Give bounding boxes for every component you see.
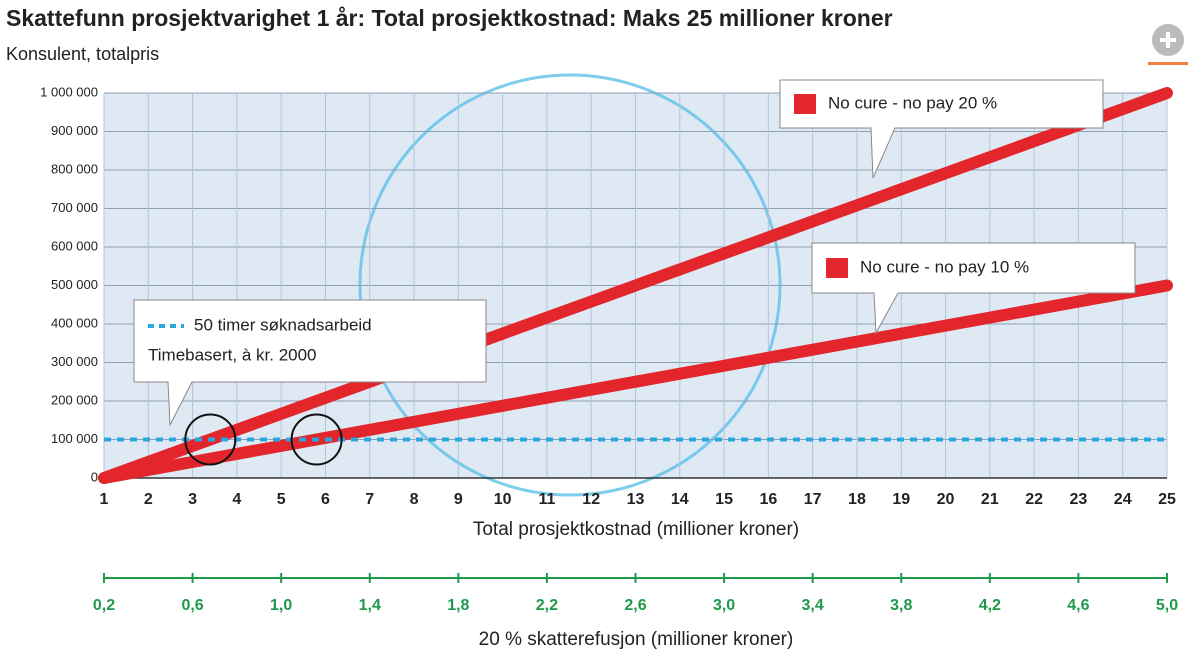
y-tick-label: 100 000 [51,431,98,446]
x2-tick-label: 1,4 [359,597,381,614]
y-tick-label: 700 000 [51,200,98,215]
x2-tick-label: 1,0 [270,597,292,614]
x-tick-label: 10 [494,491,512,508]
x2-axis-label: 20 % skatterefusjon (millioner kroner) [479,629,794,650]
x-tick-label: 13 [627,491,645,508]
y-tick-label: 800 000 [51,161,98,176]
x2-tick-label: 4,2 [979,597,1001,614]
x-tick-label: 11 [538,491,555,508]
x2-tick-label: 3,4 [802,597,824,614]
x2-tick-label: 5,0 [1156,597,1178,614]
x-tick-label: 15 [715,491,733,508]
x-axis-label: Total prosjektkostnad (millioner kroner) [473,519,799,540]
chart-title: Skattefunn prosjektvarighet 1 år: Total … [6,5,893,31]
x-tick-label: 2 [144,491,153,508]
x-tick-label: 16 [759,491,777,508]
x-tick-label: 24 [1114,491,1132,508]
x-tick-label: 8 [410,491,419,508]
x-tick-label: 4 [232,491,241,508]
x2-tick-label: 0,6 [181,597,203,614]
x-tick-label: 18 [848,491,866,508]
y-tick-label: 400 000 [51,315,98,330]
x-tick-label: 3 [188,491,197,508]
y-tick-label: 1 000 000 [40,84,98,99]
legend-label: 50 timer søknadsarbeid [194,315,372,334]
x-tick-label: 1 [100,491,109,508]
x2-tick-label: 4,6 [1067,597,1089,614]
legend-symbol [794,94,816,114]
x-tick-label: 9 [454,491,463,508]
x2-tick-label: 3,0 [713,597,735,614]
y-tick-label: 600 000 [51,238,98,253]
y-tick-label: 900 000 [51,123,98,138]
x-tick-label: 22 [1025,491,1043,508]
x-tick-label: 7 [365,491,374,508]
y-tick-label: 0 [91,469,98,484]
x-tick-label: 25 [1158,491,1176,508]
x-tick-label: 21 [981,491,999,508]
x2-tick-label: 1,8 [447,597,469,614]
y-tick-label: 500 000 [51,277,98,292]
y-tick-label: 200 000 [51,392,98,407]
x2-tick-label: 2,2 [536,597,558,614]
annotation: Timebasert, à kr. 2000 [148,345,317,364]
x2-tick-label: 0,2 [93,597,115,614]
y-tick-label: 300 000 [51,354,98,369]
x-tick-label: 20 [937,491,955,508]
legend-label: No cure - no pay 20 % [828,93,997,112]
x-tick-label: 17 [804,491,822,508]
add-underline [1148,62,1188,65]
x-tick-label: 12 [582,491,600,508]
chart: Skattefunn prosjektvarighet 1 år: Total … [0,0,1194,660]
x-tick-label: 5 [277,491,286,508]
add-button[interactable] [1148,24,1188,65]
x2-tick-label: 2,6 [624,597,646,614]
chart-subtitle: Konsulent, totalpris [6,44,159,64]
x-tick-label: 23 [1070,491,1088,508]
legend-symbol [826,258,848,278]
x-tick-label: 6 [321,491,330,508]
x-tick-label: 19 [892,491,910,508]
legend-label: No cure - no pay 10 % [860,257,1029,276]
x-tick-label: 14 [671,491,689,508]
x2-tick-label: 3,8 [890,597,912,614]
